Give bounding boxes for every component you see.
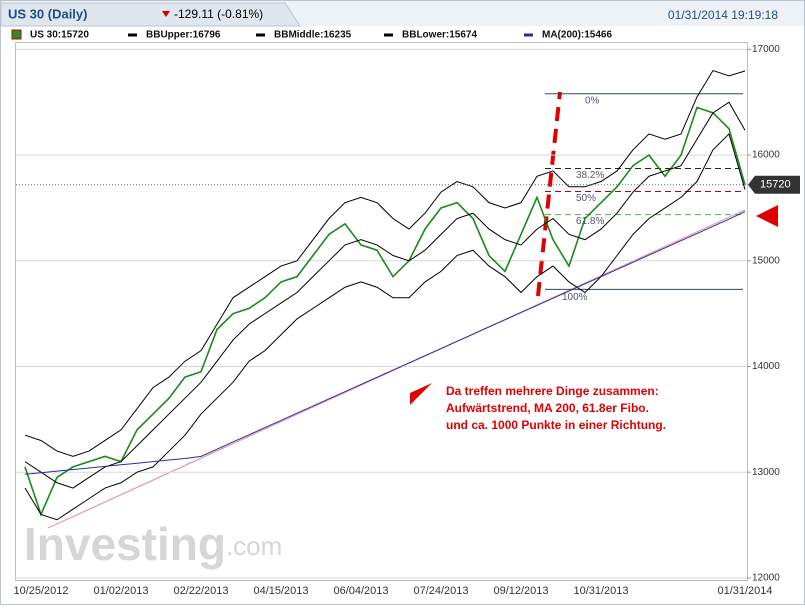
annotation-line: und ca. 1000 Punkte in einer Richtung. — [446, 418, 666, 432]
y-tick-label: 16000 — [752, 150, 780, 161]
fib-label: 0% — [585, 95, 600, 106]
title-tab — [0, 2, 301, 27]
fib-label: 38.2% — [576, 170, 604, 181]
legend-label: BBLower:15674 — [402, 30, 477, 41]
y-tick-label: 15000 — [752, 255, 780, 266]
x-tick-label: 01/02/2013 — [93, 585, 148, 597]
x-tick-label: 10/31/2013 — [573, 585, 628, 597]
legend: US 30:15720 BBUpper:16796 BBMiddle:16235 BB… — [11, 29, 612, 41]
down-icon — [162, 11, 170, 17]
fib-label: 50% — [576, 193, 596, 204]
legend-label: MA(200):15466 — [542, 30, 612, 41]
last-price-label: 15720 — [760, 179, 791, 191]
annotation-line: Aufwärtstrend, MA 200, 61.8er Fibo. — [446, 401, 649, 415]
x-tick-label: 01/31/2014 — [717, 585, 772, 597]
legend-label: BBMiddle:16235 — [274, 30, 352, 41]
fib-label: 61.8% — [576, 216, 604, 227]
legend-label: BBUpper:16796 — [146, 30, 221, 41]
last-price-box — [748, 175, 800, 194]
watermark-brand: Investing — [24, 518, 226, 570]
legend-swatch — [11, 29, 22, 40]
indicator-line — [24, 211, 746, 475]
y-tick-label: 13000 — [752, 467, 780, 478]
fib-label: 100% — [562, 292, 588, 303]
y-tick-label: 12000 — [752, 573, 780, 584]
x-tick-label: 09/12/2013 — [493, 585, 548, 597]
legend-label: US 30:15720 — [30, 30, 89, 41]
indicator-line — [24, 101, 746, 489]
plot-area — [15, 42, 748, 581]
red-dashed-marker — [536, 91, 562, 297]
red-arrow — [756, 205, 778, 227]
indicator-line — [24, 69, 746, 457]
watermark-suffix: .com — [226, 531, 282, 561]
price-change: -129.11 (-0.81%) — [174, 7, 263, 21]
x-tick-label: 06/04/2013 — [333, 585, 388, 597]
indicator-line — [24, 133, 746, 521]
chart-title: US 30 (Daily) — [8, 6, 87, 21]
y-tick-label: 14000 — [752, 361, 780, 372]
x-tick-label: 02/22/2013 — [173, 585, 228, 597]
watermark: Investing.com — [24, 518, 282, 570]
red-arrow-note — [410, 383, 432, 405]
x-tick-label: 07/24/2013 — [413, 585, 468, 597]
annotation-line: Da treffen mehrere Dinge zusammen: — [446, 384, 659, 398]
x-tick-label: 10/25/2012 — [13, 585, 68, 597]
y-tick-label: 17000 — [752, 44, 780, 55]
x-tick-label: 04/15/2013 — [253, 585, 308, 597]
price-line — [24, 106, 746, 517]
timestamp: 01/31/2014 19:19:18 — [668, 8, 778, 22]
